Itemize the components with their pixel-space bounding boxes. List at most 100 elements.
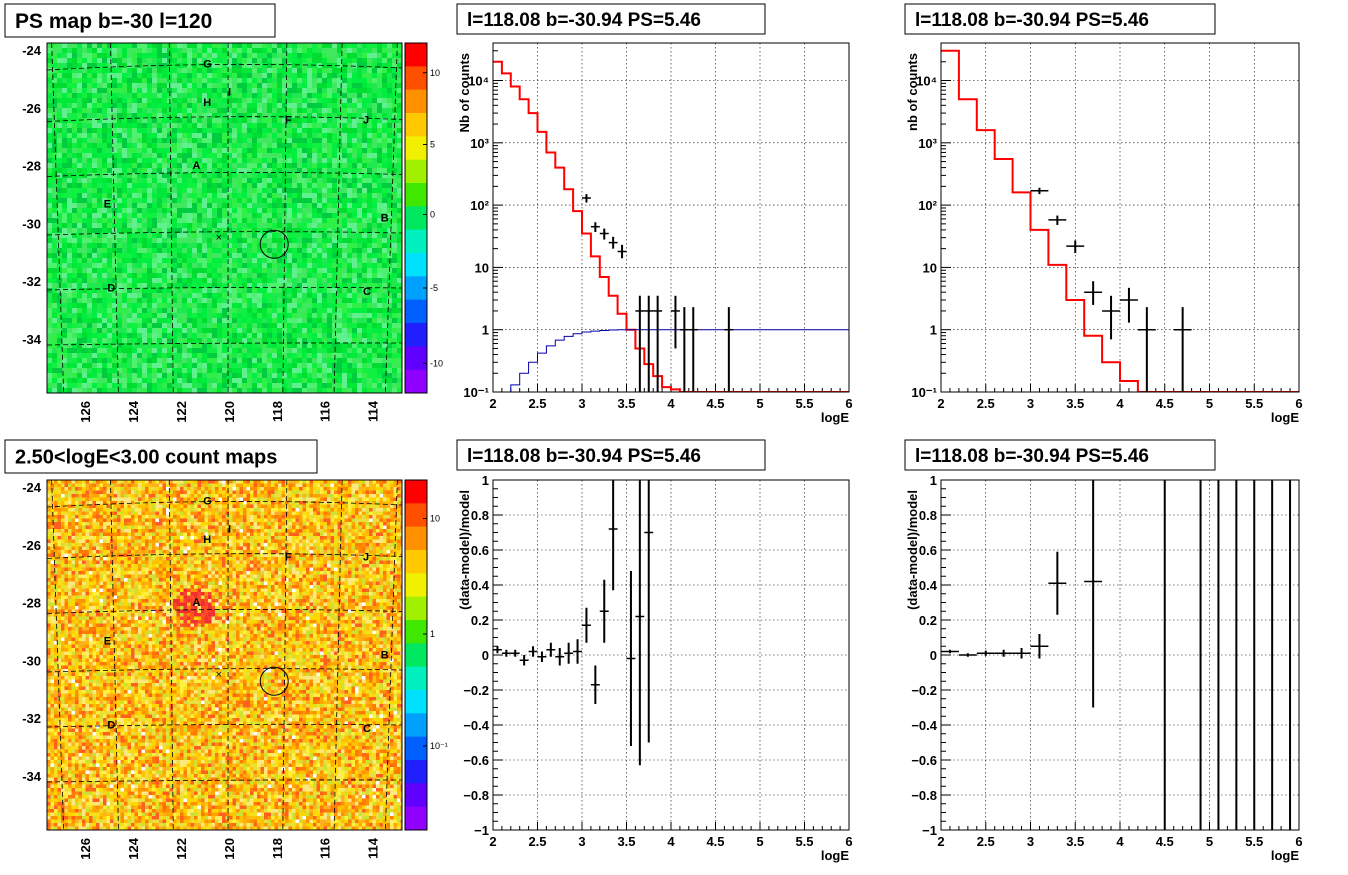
palette-cell — [405, 818, 427, 831]
data-point — [635, 480, 645, 766]
title-text: l=118.08 b=-30.94 PS=5.46 — [467, 446, 701, 467]
palette-cell — [405, 124, 427, 137]
palette-cell — [405, 771, 427, 784]
data-point — [941, 649, 959, 654]
data-point — [958, 653, 977, 657]
data-point — [671, 295, 680, 349]
source-label-F: F — [285, 552, 292, 564]
x-tick-label: 3.5 — [1066, 396, 1084, 411]
x-tick-label: 3 — [1027, 834, 1034, 849]
map-frame — [46, 479, 403, 831]
palette-cell — [405, 550, 427, 563]
x-tick-label: 4.5 — [706, 396, 724, 411]
palette-cell — [405, 561, 427, 574]
palette-cell — [405, 43, 427, 56]
data-point — [617, 244, 627, 259]
data-point — [1048, 215, 1067, 225]
palette-cell — [405, 89, 427, 102]
longitude-line — [110, 479, 119, 831]
sky-map: G H I F J A E B D C × — [46, 42, 403, 394]
data-point — [688, 307, 698, 392]
map-x-tick: 124 — [126, 400, 141, 422]
data-point — [1030, 187, 1049, 195]
source-label-B: B — [381, 213, 389, 225]
y-tick-label: 10² — [918, 198, 937, 213]
data-point — [590, 222, 600, 233]
ps-map-panel: PS map b=-30 l=120 G H I F J A E B D C × -24 -26 -28 -3… — [4, 3, 443, 423]
longitude-line — [110, 42, 119, 394]
x-tick-label: 5 — [1206, 834, 1213, 849]
x-axis-label: logE — [821, 410, 849, 425]
x-tick-label: 2.5 — [528, 396, 546, 411]
map-x-tick: 120 — [222, 401, 237, 423]
source-label-E: E — [104, 199, 111, 211]
title-box — [456, 3, 766, 35]
map-y-tick: -24 — [22, 43, 42, 58]
sky-map: G H I F J A E B D C × — [46, 479, 403, 831]
x-tick-label: 3 — [1027, 396, 1034, 411]
map-frame — [46, 42, 403, 394]
palette-cell — [405, 311, 427, 324]
data-point — [537, 651, 547, 662]
y-tick-label: 0.4 — [919, 578, 938, 593]
x-tick-label: 4 — [1116, 834, 1124, 849]
palette-cell — [405, 480, 427, 493]
palette-tick-label: 10 — [430, 514, 440, 524]
x-tick-label: 3 — [578, 396, 585, 411]
y-tick-label: 10⁴ — [468, 74, 489, 89]
y-tick-label: 10³ — [470, 136, 489, 151]
longitude-line — [168, 479, 174, 831]
data-point — [1137, 307, 1156, 392]
spectrum-left-panel: l=118.08 b=-30.94 PS=5.46 2 2.5 3 3.5 4 4.5 5 5.… — [456, 3, 853, 425]
palette-cell — [405, 760, 427, 773]
data-point — [644, 480, 654, 743]
source-label-A: A — [193, 160, 201, 172]
latitude-line — [46, 231, 403, 236]
palette-cell — [405, 643, 427, 656]
palette-tick-label: 0 — [430, 210, 435, 220]
y-tick-label: 10² — [470, 198, 489, 213]
source-circle — [259, 229, 289, 259]
data-point — [546, 642, 556, 657]
x-tick-label: 6 — [1295, 834, 1302, 849]
palette-cell — [405, 159, 427, 172]
y-tick-label: 10³ — [918, 136, 937, 151]
palette-cell — [405, 725, 427, 738]
data-point — [555, 648, 565, 666]
x-axis-label: logE — [821, 848, 849, 863]
palette-cell — [405, 358, 427, 371]
latitude-line — [46, 609, 403, 614]
title-box — [456, 439, 766, 471]
x-tick-label: 3 — [578, 834, 585, 849]
y-tick-label: 10⁴ — [916, 74, 937, 89]
palette-cell — [405, 218, 427, 231]
palette-cell — [405, 713, 427, 726]
data-point — [1084, 281, 1103, 305]
palette-cell — [405, 620, 427, 633]
plot-frame — [940, 42, 1300, 393]
map-y-tick: -26 — [22, 101, 41, 116]
source-label-H: H — [203, 534, 211, 546]
data-point — [528, 646, 538, 657]
data-point — [1030, 634, 1049, 659]
palette-cell — [405, 276, 427, 289]
palette-cell — [405, 631, 427, 644]
map-x-tick: 126 — [78, 838, 93, 860]
x-tick-label: 3.5 — [617, 396, 635, 411]
spectrum-right-panel: l=118.08 b=-30.94 PS=5.46 2 2.5 3 3.5 4 4.5 5 5.… — [904, 3, 1303, 425]
palette-cell — [405, 678, 427, 691]
model-total-histogram — [493, 60, 849, 392]
map-x-tick: 118 — [270, 838, 285, 859]
title-text: l=118.08 b=-30.94 PS=5.46 — [915, 10, 1149, 31]
x-tick-label: 5.5 — [795, 834, 813, 849]
x-tick-label: 4.5 — [1156, 396, 1174, 411]
x-axis-label: logE — [1271, 410, 1299, 425]
source-label-A: A — [193, 597, 201, 609]
data-point — [644, 295, 654, 392]
source-label-D: D — [107, 283, 115, 295]
palette-cell — [405, 299, 427, 312]
source-label-G: G — [203, 59, 212, 71]
data-point — [590, 665, 600, 704]
palette-cell — [405, 655, 427, 668]
chart-marks — [941, 480, 1292, 830]
